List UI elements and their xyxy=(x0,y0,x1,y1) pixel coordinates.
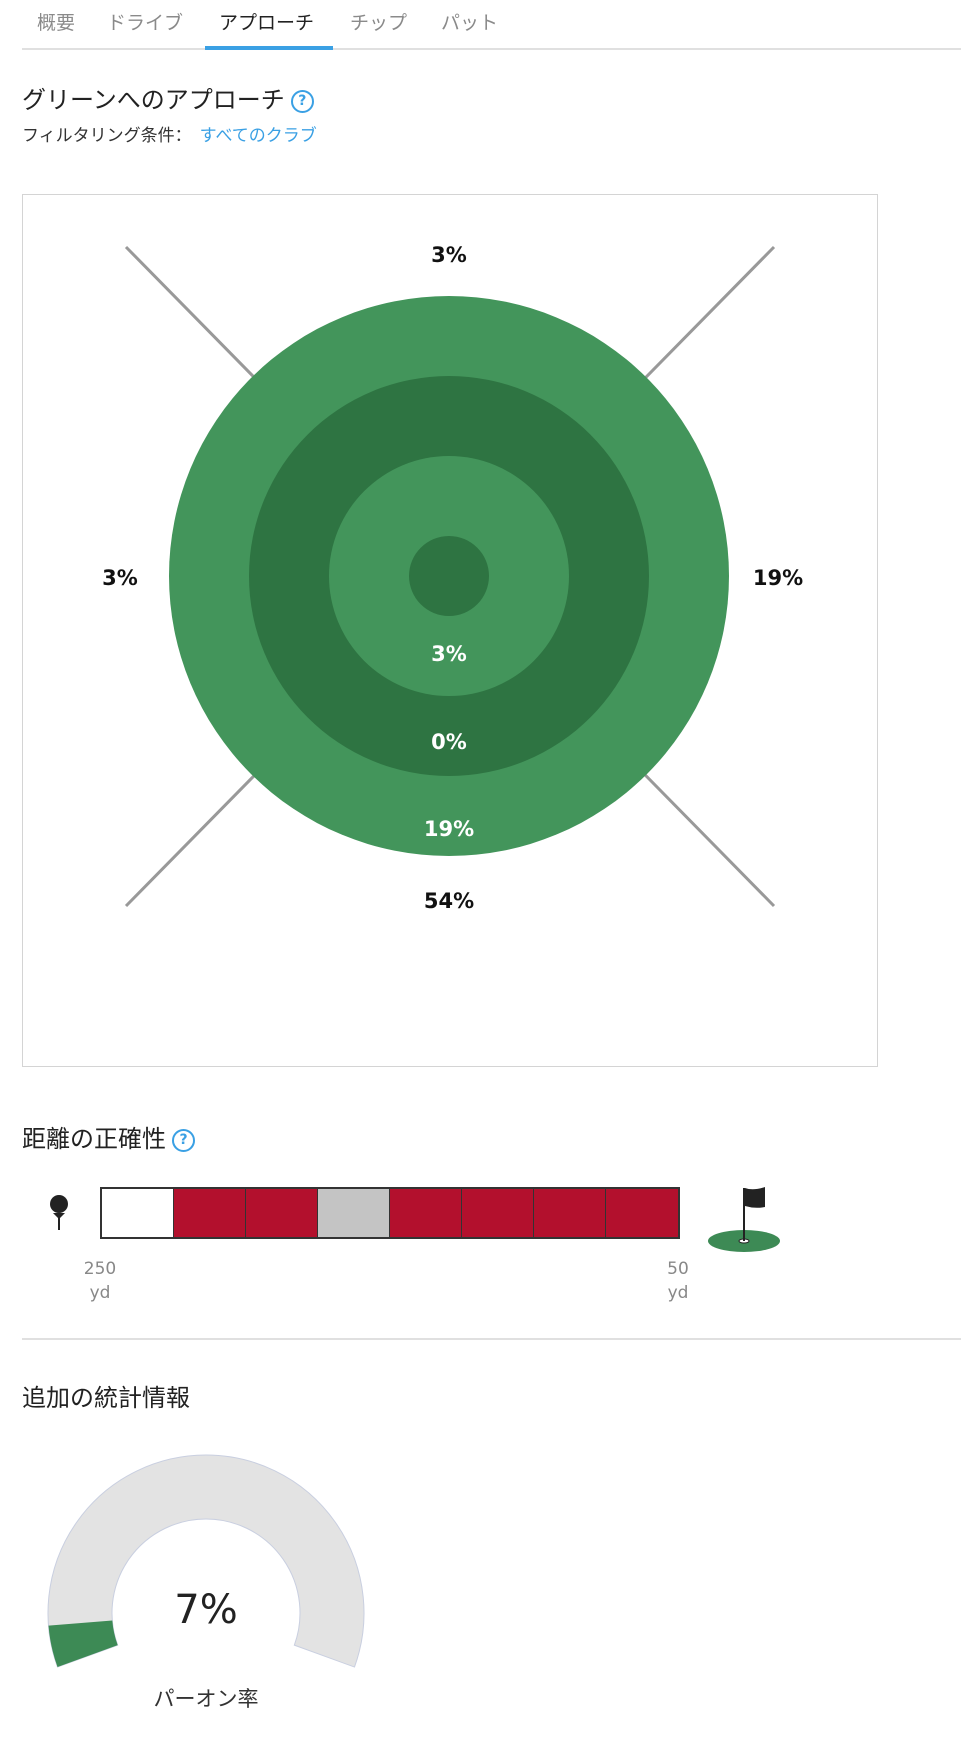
gauge-track xyxy=(47,1454,365,1668)
tab-overview[interactable]: 概要 xyxy=(37,12,76,34)
distance-segment-miss xyxy=(246,1189,318,1237)
tab-approach[interactable]: アプローチ xyxy=(219,12,315,34)
distance-segment-miss xyxy=(606,1189,678,1237)
target-bullseye xyxy=(409,536,489,616)
approach-target-chart xyxy=(22,194,878,1067)
question-circle-icon[interactable]: ? xyxy=(172,1128,195,1152)
section-divider xyxy=(22,1338,961,1340)
right-pct: 19% xyxy=(753,566,803,590)
distance-segment-miss xyxy=(174,1189,246,1237)
long-pct: 3% xyxy=(431,243,467,267)
end-distance-value: 50 xyxy=(667,1259,689,1279)
golf-tee-icon xyxy=(50,1195,68,1230)
distance-accuracy-bar xyxy=(100,1187,680,1239)
distance-segment-neutral xyxy=(318,1189,390,1237)
ring-outer-pct: 19% xyxy=(424,817,474,841)
approach-heading: グリーンへのアプローチ? xyxy=(22,80,314,115)
green-in-regulation-gauge: 7% パーオン率 xyxy=(47,1454,365,1711)
ring-middle-pct: 0% xyxy=(431,730,467,754)
club-filter-link[interactable]: すべてのクラブ xyxy=(199,126,317,146)
start-distance-unit: yd xyxy=(89,1283,111,1303)
filter-line: フィルタリング条件： すべてのクラブ xyxy=(22,121,317,146)
gauge-fill xyxy=(48,1620,118,1668)
ring-inner-pct: 3% xyxy=(431,642,467,666)
tab-putt[interactable]: パット xyxy=(441,12,499,34)
gauge-value: 7% xyxy=(174,1587,237,1633)
start-distance-label: 250 yd xyxy=(80,1257,120,1305)
left-pct: 3% xyxy=(102,566,138,590)
short-pct: 54% xyxy=(424,889,474,913)
end-distance-label: 50 yd xyxy=(658,1257,698,1305)
question-circle-icon[interactable]: ? xyxy=(290,89,314,113)
distance-segment-miss xyxy=(462,1189,534,1237)
gauge-label: パーオン率 xyxy=(154,1687,259,1711)
approach-target-svg: 3% 3% 19% 54% 3% 0% 19% xyxy=(102,243,803,913)
additional-stats-title: 追加の統計情報 xyxy=(22,1384,190,1412)
flag-green-icon xyxy=(708,1187,780,1252)
distance-segment-none xyxy=(102,1189,174,1237)
filter-label: フィルタリング条件： xyxy=(22,126,192,146)
distance-segment-miss xyxy=(390,1189,462,1237)
end-distance-unit: yd xyxy=(667,1283,689,1303)
tab-divider xyxy=(22,48,961,50)
distance-segment-miss xyxy=(534,1189,606,1237)
distance-title: 距離の正確性 xyxy=(22,1125,166,1153)
start-distance-value: 250 xyxy=(83,1259,117,1279)
active-tab-indicator xyxy=(205,46,333,50)
distance-heading: 距離の正確性? xyxy=(22,1119,195,1154)
approach-title: グリーンへのアプローチ xyxy=(22,86,285,114)
tab-drive[interactable]: ドライブ xyxy=(107,12,184,34)
tab-chip[interactable]: チップ xyxy=(350,12,408,34)
